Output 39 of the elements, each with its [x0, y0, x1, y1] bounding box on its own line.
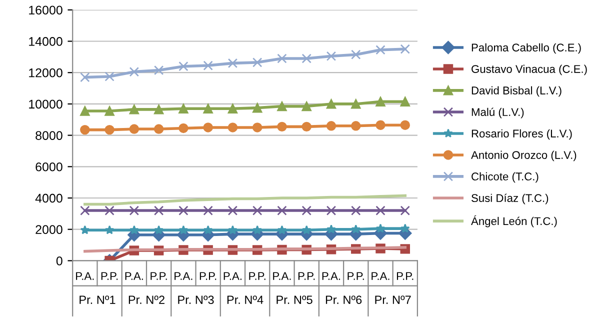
x-tick-label: P.A. — [372, 272, 390, 280]
legend-label: Rosario Flores (L.V.) — [472, 129, 572, 140]
legend-label: Malú (L.V.) — [472, 108, 524, 118]
legend-label: Gustavo Vinacua (C.E.) — [472, 64, 587, 76]
x-tick-label: P.A. — [76, 272, 94, 280]
text: Pr. Nº1 — [80, 296, 116, 304]
text: Pr. Nº6 — [326, 296, 362, 304]
x-tick-label: P.A. — [224, 272, 242, 280]
text: Pr. Nº5 — [276, 296, 312, 304]
y-tick-label: 10000 — [29, 100, 62, 109]
text: Pr. Nº7 — [375, 296, 411, 304]
legend-label: David Bisbal (L.V.) — [472, 86, 562, 97]
x-tick-label: P.P. — [298, 272, 315, 280]
y-tick-label: 0 — [56, 256, 62, 266]
legend-label: Susi Díaz (T.C.) — [472, 194, 548, 204]
y-tick-label: 16000 — [29, 6, 62, 15]
legend-label: Paloma Cabello (C.E.) — [472, 43, 581, 54]
y-tick-label: 14000 — [29, 37, 62, 46]
legend-label: Ángel León (T.C.) — [471, 215, 557, 228]
legend-label: Chicote (T.C.) — [472, 172, 538, 183]
x-tick-label: P.P. — [101, 272, 118, 280]
x-tick-label: P.A. — [174, 272, 192, 280]
x-tick-label: P.A. — [273, 272, 291, 280]
x-tick-label: P.P. — [150, 272, 167, 280]
text: Pr. Nº2 — [128, 296, 164, 304]
x-tick-label: P.A. — [125, 272, 143, 280]
text: Pr. Nº4 — [227, 296, 264, 304]
text: Pr. Nº3 — [178, 296, 214, 304]
x-tick-label: P.P. — [200, 272, 216, 280]
y-tick-label: 8000 — [36, 131, 62, 140]
y-tick-label: 6000 — [36, 162, 62, 172]
y-tick-label: 2000 — [36, 225, 62, 234]
x-tick-label: P.P. — [348, 272, 364, 280]
y-tick-label: 12000 — [29, 68, 62, 78]
x-tick-label: P.A. — [322, 272, 340, 280]
x-tick-label: P.P. — [249, 272, 266, 280]
legend-label: Antonio Orozco (L.V.) — [471, 150, 576, 162]
y-tick-label: 4000 — [35, 194, 62, 203]
x-tick-label: P.P. — [396, 272, 414, 280]
